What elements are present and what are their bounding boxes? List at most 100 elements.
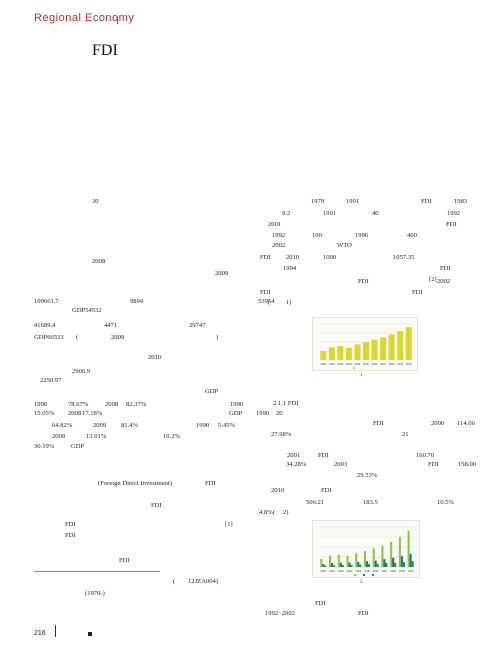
- left-text-6: GDP54532: [72, 307, 102, 314]
- right-text-36: 2001: [287, 452, 301, 459]
- right-text-7: 1992: [447, 210, 461, 217]
- page-number: 216: [34, 630, 46, 637]
- bar-2004-s0: [355, 553, 358, 567]
- right-text-21: FDI: [440, 265, 451, 272]
- bar-2009-s2: [402, 561, 405, 567]
- right-text-19: 1057.35: [393, 254, 415, 261]
- bar-2007-s0: [380, 337, 387, 360]
- right-text-3: 1983: [454, 198, 468, 205]
- left-text-44: FDI: [119, 557, 130, 564]
- left-text-26: GDP: [229, 410, 243, 417]
- right-text-26: FDI: [412, 289, 423, 296]
- right-text-42: 158.00: [458, 461, 477, 468]
- bar-2001-s0: [328, 347, 335, 360]
- running-header: Regional Economy: [34, 12, 135, 24]
- bar-2002-s0: [337, 345, 344, 360]
- bar-2001-s2: [333, 565, 336, 567]
- bar-2007-s2: [385, 563, 388, 567]
- bar-2004-s0: [354, 344, 361, 360]
- left-text-11: (: [76, 334, 79, 341]
- x-tick-label: 2009: [397, 362, 403, 366]
- left-text-18: 1990: [34, 401, 48, 408]
- left-text-31: 1990: [196, 422, 210, 429]
- x-tick-label: 2002: [338, 569, 344, 573]
- left-text-22: 1990: [230, 401, 244, 408]
- chart-1-svg: 2000 2001 2002 2003 2004 2005 2006 2007 2008 2009…: [319, 323, 413, 369]
- bar-2006-s0: [371, 339, 378, 360]
- left-text-38: (Foreign Direct Investment): [98, 480, 172, 487]
- bar-2006-s1: [374, 560, 377, 567]
- bar-2002-s2: [341, 564, 344, 567]
- right-text-8: 2001: [268, 221, 282, 228]
- bar-2005-s0: [363, 551, 366, 567]
- right-text-9: FDI: [446, 221, 457, 228]
- x-tick-label: 2006: [373, 569, 379, 573]
- right-text-12: 1996: [355, 232, 369, 239]
- bar-2008-s1: [392, 557, 395, 567]
- right-text-15: WTO: [337, 242, 352, 249]
- left-text-37: GDP: [71, 443, 85, 450]
- x-tick-label: 2004: [355, 362, 361, 366]
- left-text-13: ): [216, 334, 219, 341]
- bar-2009-s1: [400, 556, 403, 567]
- right-text-31: FDI: [373, 420, 384, 427]
- left-text-4: 9894: [130, 298, 144, 305]
- right-text-37: FDI: [318, 452, 329, 459]
- x-tick-label: 2008: [389, 362, 395, 366]
- bar-2008-s2: [394, 562, 397, 567]
- footnote-divider: [34, 571, 160, 572]
- figure-2-caption: 2: [360, 580, 363, 585]
- right-text-10: 1992: [272, 232, 286, 239]
- bar-2001-s1: [331, 563, 334, 567]
- right-text-38: 160.70: [416, 452, 435, 459]
- bar-2000-s0: [320, 351, 327, 360]
- bar-2006-s2: [376, 563, 379, 567]
- left-text-34: 13.01%: [86, 433, 107, 440]
- left-text-7: 41689.4: [34, 322, 56, 329]
- bar-2006-s0: [372, 548, 375, 567]
- bar-2010-s0: [407, 530, 410, 567]
- bar-2010-s1: [409, 553, 412, 567]
- right-text-11: 100: [312, 232, 322, 239]
- right-text-28: 1): [286, 299, 292, 306]
- x-tick-label: 2005: [363, 362, 369, 366]
- left-text-16: 2250.97: [40, 377, 62, 384]
- bar-2008-s0: [388, 334, 395, 360]
- bar-2003-s0: [345, 347, 352, 360]
- bar-2004-s1: [357, 561, 360, 567]
- footer-divider: [55, 625, 56, 637]
- left-text-30: 81.4%: [121, 422, 139, 429]
- left-text-25: 17.18%: [82, 410, 103, 417]
- bar-2003-s2: [350, 564, 353, 567]
- right-text-47: 183.5: [363, 499, 378, 506]
- left-text-47: (1970-): [85, 590, 105, 597]
- left-text-24: 2008: [68, 410, 82, 417]
- right-text-45: FDI: [321, 487, 332, 494]
- chart-2-svg: 2000 2001 2002 2003 2004 2005 2006 2007 2008 2009…: [319, 526, 415, 576]
- left-text-9: 29747: [189, 322, 206, 329]
- left-text-27: 1990: [256, 410, 270, 417]
- left-text-41: FDI: [65, 521, 76, 528]
- bar-2005-s2: [368, 564, 371, 567]
- right-text-6: 40: [372, 210, 379, 217]
- left-text-29: 2009: [93, 422, 107, 429]
- right-text-35: 21: [402, 431, 409, 438]
- left-text-15: 2906.9: [72, 368, 91, 375]
- right-text-0: 1979: [311, 198, 325, 205]
- bar-2003-s0: [346, 555, 349, 567]
- x-tick-label: 2004: [355, 569, 361, 573]
- left-text-39: FDI: [205, 480, 216, 487]
- bar-2009-s0: [397, 331, 404, 360]
- x-tick-label: 2007: [380, 362, 386, 366]
- right-text-17: 2010: [286, 254, 300, 261]
- left-text-20: 2008: [105, 401, 119, 408]
- right-text-1: 1991: [346, 198, 360, 205]
- bar-2009-s0: [398, 536, 401, 567]
- right-text-2: FDI: [421, 198, 432, 205]
- x-tick-label: 2007: [382, 569, 388, 573]
- right-text-30: 20: [276, 410, 283, 417]
- right-text-23: [2]: [429, 276, 437, 283]
- left-text-23: 15.03%: [34, 410, 55, 417]
- x-tick-label: 2003: [346, 362, 352, 366]
- right-text-40: 2003: [334, 461, 348, 468]
